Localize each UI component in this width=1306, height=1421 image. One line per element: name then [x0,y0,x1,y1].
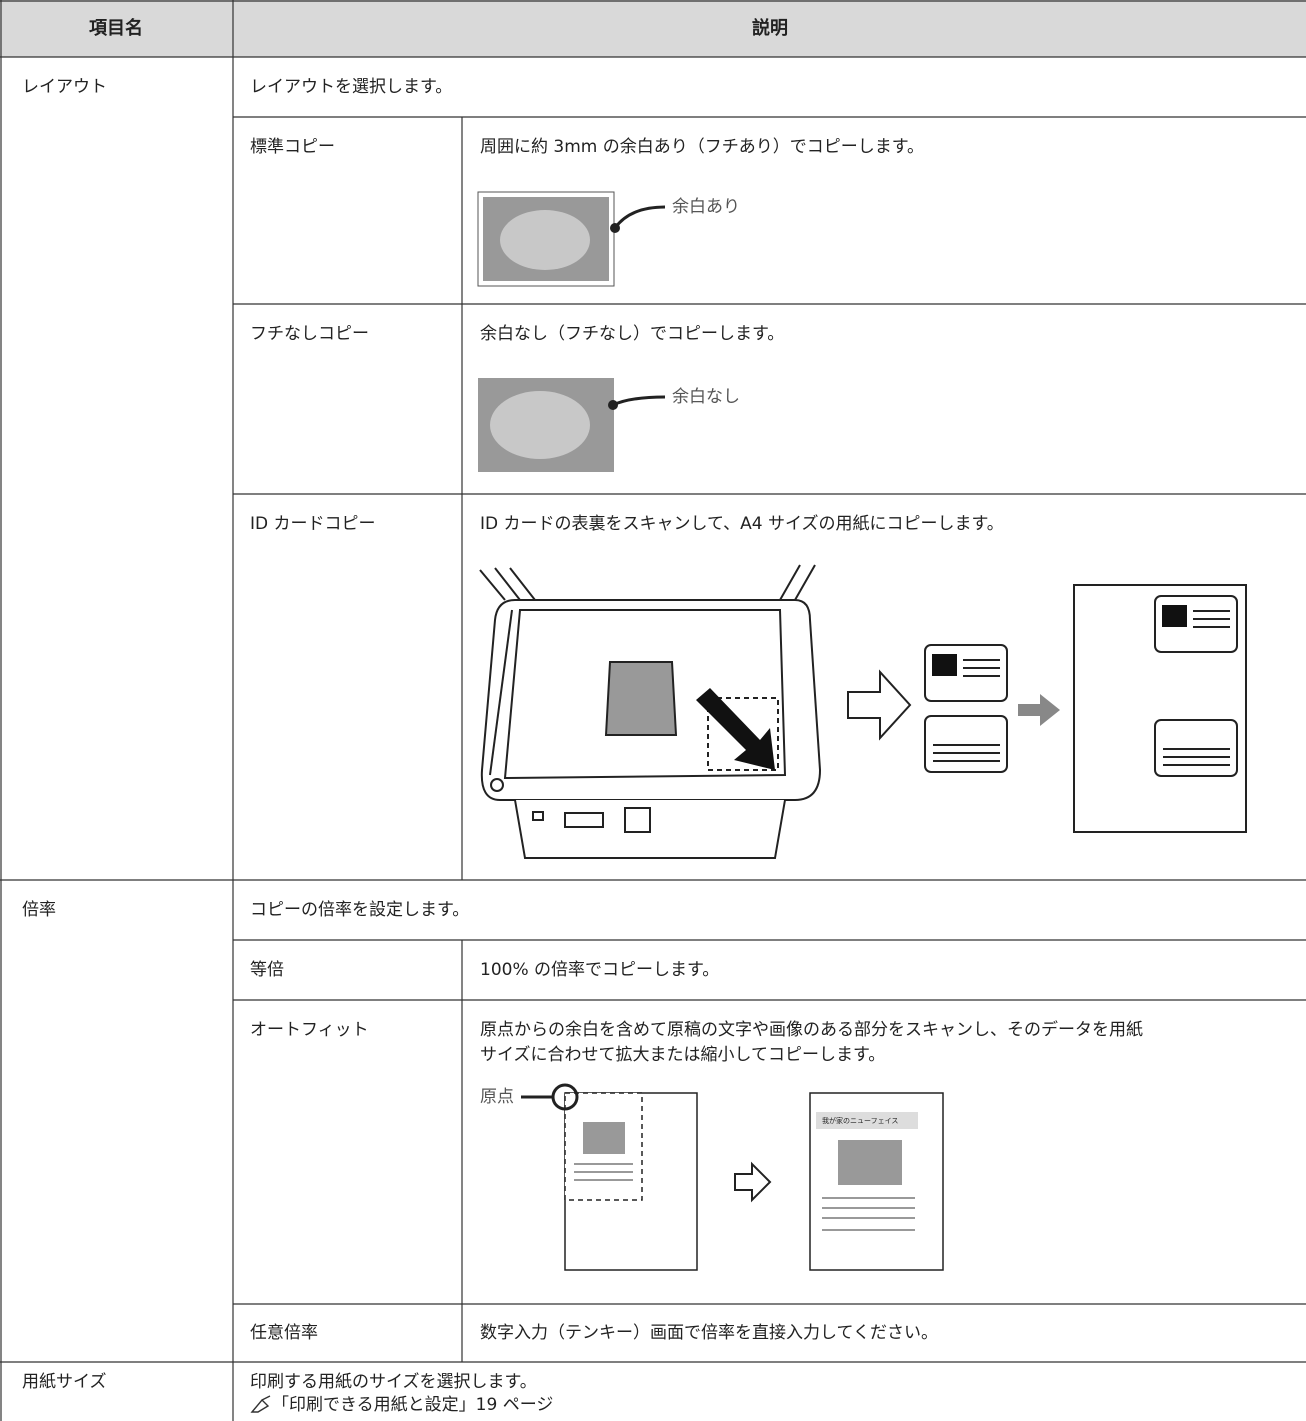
item-description: ID カードの表裏をスキャンして、A4 サイズの用紙にコピーします。 [480,513,1004,534]
callout: 余白あり [672,197,740,217]
item-description: 数字入力（テンキー）画面で倍率を直接入力してください。 [480,1323,938,1343]
sample-heading: 我が家のニューフェイス [822,1116,898,1125]
bordered-photo [477,191,666,287]
item-description: 周囲に約 3mm の余白あり（フチあり）でコピーします。 [480,137,924,157]
reference-link: 「印刷できる用紙と設定」19 ページ [272,1395,553,1415]
item-name: オートフィット [250,1020,369,1040]
item-description: 余白なし（フチなし）でコピーします。 [480,324,784,344]
header-cell: 説明 [752,17,788,39]
item-description: サイズに合わせて拡大または縮小してコピーします。 [480,1045,885,1065]
item-description: コピーの倍率を設定します。 [250,900,469,920]
reference-icon [250,1395,271,1413]
item-name: 用紙サイズ [22,1372,107,1392]
item-name: フチなしコピー [250,324,369,344]
callout: 余白なし [672,387,740,407]
id-card-illustration [479,564,1247,859]
item-name: 標準コピー [250,137,335,157]
header-cell: 項目名 [89,17,143,39]
autofit-illustration [521,1083,944,1271]
item-name: レイアウト [22,77,107,97]
item-name: 任意倍率 [250,1323,318,1343]
item-description: レイアウトを選択します。 [250,77,452,97]
item-description: 100% の倍率でコピーします。 [480,960,719,980]
item-name: 等倍 [250,960,284,980]
item-name: ID カードコピー [250,514,376,534]
item-name: 倍率 [22,900,56,920]
item-description: 印刷する用紙のサイズを選択します。 [250,1372,537,1392]
borderless-photo [478,378,666,472]
item-description: 原点からの余白を含めて原稿の文字や画像のある部分をスキャンし、そのデータを用紙 [480,1019,1143,1040]
header-background [0,0,1306,57]
origin-label: 原点 [480,1087,514,1107]
